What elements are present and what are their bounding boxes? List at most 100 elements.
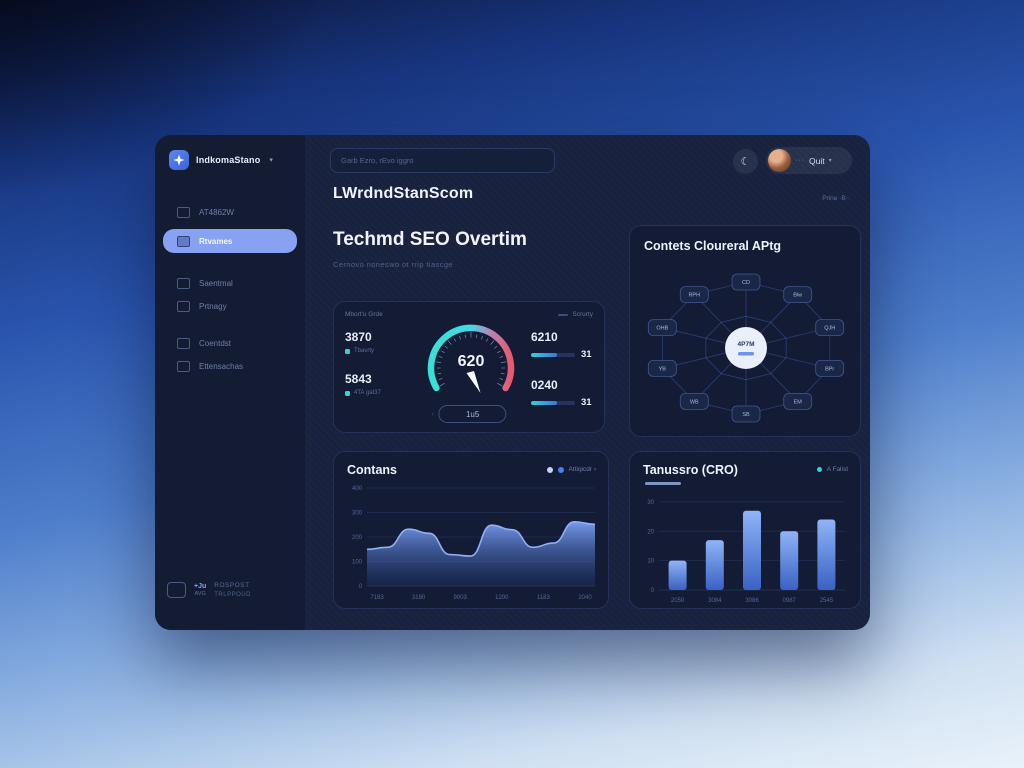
sidebar-footer[interactable]: +Ju AVG ROSPOST TRLPPOUD [167,581,251,600]
sidebar-item-1-active[interactable]: Rtvames [163,229,297,253]
gauge-card-title: Mbort'u Grde [345,311,383,318]
radar-chart: CD Blw QJH BPr EM SB WB YB OHB RPH 4P7M [647,273,845,423]
svg-text:YB: YB [659,366,667,372]
gauge-button-row: ‹ 1u5 [431,405,507,423]
teal-dot-icon [345,390,350,396]
radar-node: CD [731,273,761,291]
svg-text:300: 300 [352,511,363,517]
user-menu-dots: ··· [795,157,805,164]
radar-node: RPH [679,286,709,304]
sidebar-item-5[interactable]: Ettensachas [163,356,297,377]
svg-text:10: 10 [647,559,654,565]
svg-text:CD: CD [742,280,750,286]
svg-text:400: 400 [352,486,363,492]
nav-icon [177,235,190,247]
progress-row: 31 [531,397,593,408]
area-legend[interactable]: Attiqicdr › [546,466,596,473]
bar-card-title: Tanussro (CRO) [643,463,738,477]
sidebar-item-label: Coentdst [199,339,232,348]
svg-text:30: 30 [647,500,654,506]
gauge-pill-button[interactable]: 1u5 [438,405,507,423]
radar-node: WB [679,392,709,410]
logo[interactable]: IndkomaStano ▾ [155,135,305,170]
header-subtext: Prine ·B·· [822,195,850,202]
radar-center-label: 4P7M [738,341,755,348]
radar-card: Contets Cloureral APtg CD Blw QJH BPr EM SB WB… [629,225,861,437]
nav-icon [177,361,190,372]
arrow-left-icon: ‹ [431,410,434,418]
sidebar-item-label: Prtnagy [199,302,227,311]
theme-toggle-button[interactable]: ☾ [733,149,758,174]
sidebar-item-label: Saentmal [199,279,233,288]
svg-text:QJH: QJH [824,326,835,332]
svg-text:1200: 1200 [495,595,509,601]
gauge-right-stats: 6210 31 0240 31 [531,328,593,408]
progress-row: 31 [531,349,593,360]
gauge-right-label: Scrurty [558,311,593,318]
progress-value: 31 [581,397,592,408]
nav-icon [177,301,190,312]
radar-node: OHB [647,319,677,337]
svg-text:200: 200 [352,535,363,541]
sidebar-nav: AT4862W Rtvames Saentmal Prtnagy Coentds… [155,202,305,377]
progress-bar [531,352,575,357]
footer-badge: +Ju AVG [194,582,207,598]
section-title: Techmd SEO Overtim [333,229,527,250]
page-title: LWrdndStanScom [333,185,474,202]
chevron-down-icon: ▾ [828,158,832,164]
bar-card: Tanussro (CRO) A Falist 30 20 10 0 2050 3084 3… [629,451,861,609]
stat-label-row: Tbavrty [345,348,403,354]
nav-icon [177,278,190,289]
sidebar-item-label: Rtvames [199,236,233,246]
svg-text:EM: EM [794,399,803,405]
gauge-needle [466,371,481,393]
radar-node: EM [783,392,813,410]
svg-text:2050: 2050 [671,598,685,604]
sidebar-item-4[interactable]: Coentdst [163,333,297,354]
sidebar-item-label: AT4862W [199,208,234,217]
legend-dot-icon [557,466,564,473]
svg-text:1183: 1183 [537,595,551,601]
svg-text:SB: SB [742,412,750,418]
moon-icon: ☾ [740,156,751,168]
dashboard-window: IndkomaStano ▾ AT4862W Rtvames Saentmal … [155,135,870,630]
svg-text:WB: WB [690,399,699,405]
svg-text:100: 100 [352,560,363,566]
dash-icon [558,313,569,316]
avatar [768,149,791,172]
area-chart: 400 300 200 100 0 7183 3180 9003 1200 1183 2040 [352,486,596,601]
stat-value: 0240 [531,378,558,392]
bar [780,531,799,590]
svg-text:0: 0 [359,584,363,590]
sidebar-item-3[interactable]: Prtnagy [163,296,297,317]
logo-text: IndkomaStano [196,155,261,165]
svg-text:2545: 2545 [820,598,834,604]
svg-text:RPH: RPH [688,293,700,299]
stat-value: 3870 [345,330,372,344]
svg-text:BPr: BPr [825,366,834,372]
chevron-down-icon[interactable]: ▾ [269,157,273,164]
radar-card-title: Contets Cloureral APtg [644,239,782,253]
svg-text:20: 20 [647,529,654,535]
dash-icon [645,482,681,485]
bar [743,510,761,590]
user-menu[interactable]: ··· Quit ▾ [766,147,852,174]
bar [705,540,724,590]
sidebar-item-label: Ettensachas [199,362,244,371]
bar-legend[interactable]: A Falist [816,466,848,473]
search-input[interactable] [330,148,555,173]
nav-icon [177,207,190,218]
svg-text:7183: 7183 [370,595,384,601]
area-card: Contans Attiqicdr › 400 300 200 100 0 7183 318… [333,451,609,609]
sidebar-item-2[interactable]: Saentmal [163,273,297,294]
teal-dot-icon [345,348,350,354]
radar-node: SB [731,405,761,423]
radar-node: Blw [783,286,813,304]
radar-node: BPr [815,359,845,377]
svg-text:0987: 0987 [783,598,797,604]
gauge-card: Mbort'u Grde Scrurty 3870 Tbavrty 5843 4… [333,301,605,433]
logo-icon [169,150,189,170]
legend-label: Attiqicdr › [568,466,596,473]
sidebar-item-0[interactable]: AT4862W [163,202,297,223]
svg-text:3086: 3086 [745,598,759,604]
